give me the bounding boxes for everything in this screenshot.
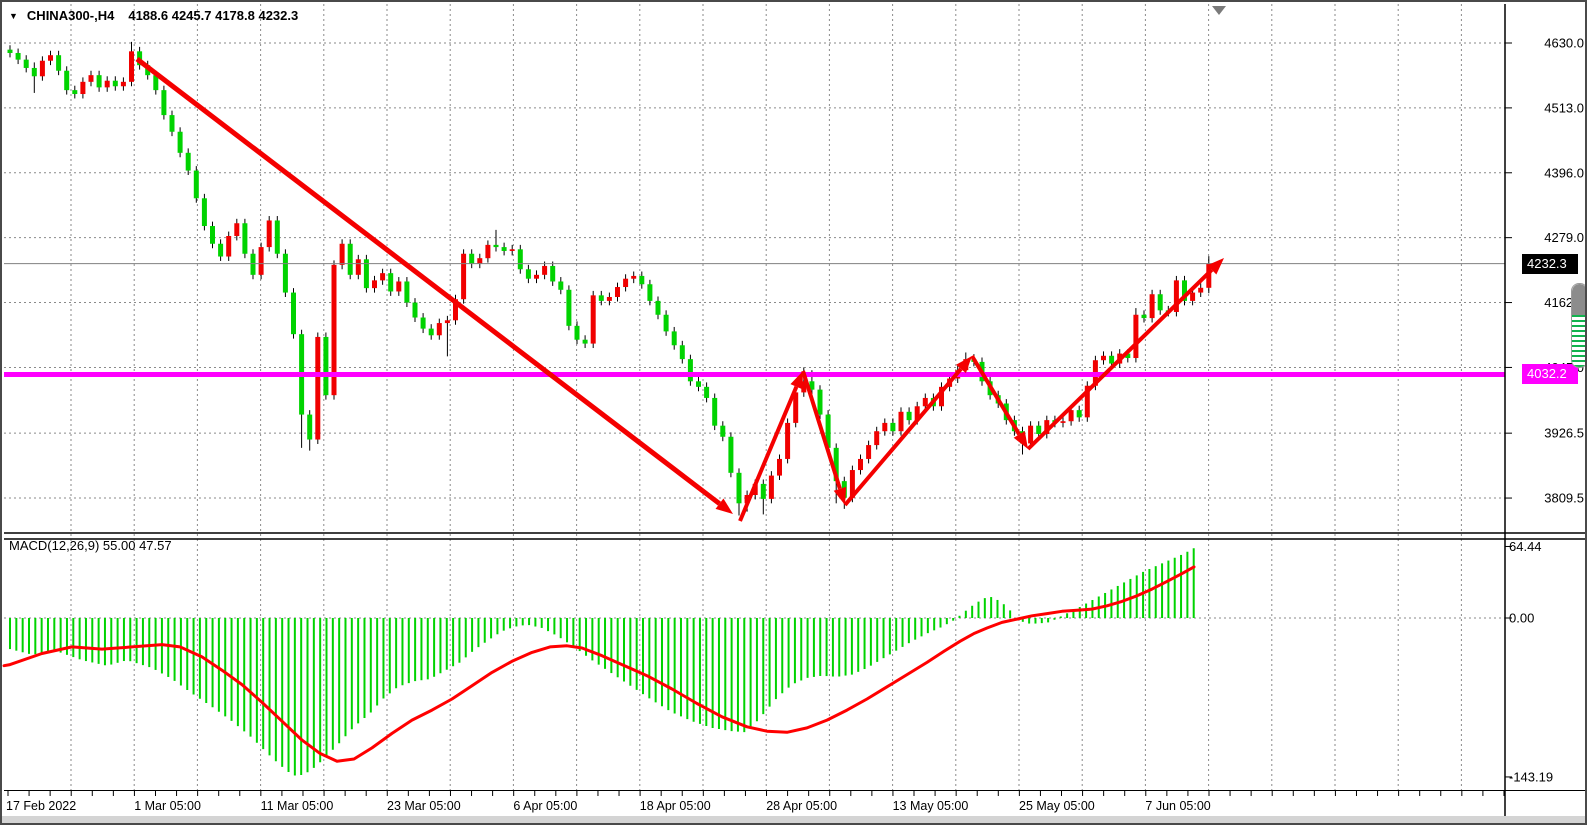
trend-arrowhead bbox=[715, 498, 733, 514]
trend-arrow-line bbox=[738, 385, 799, 522]
symbol-title: CHINA300-,H4 bbox=[26, 8, 115, 23]
time-axis-label: 17 Feb 2022 bbox=[6, 799, 76, 813]
macd-histogram bbox=[9, 548, 1195, 776]
price-axis-label: 3926.5 bbox=[1544, 426, 1584, 441]
price-axis-label: 3809.5 bbox=[1544, 491, 1584, 506]
trend-arrow-line bbox=[1026, 268, 1214, 451]
trend-arrow-line bbox=[970, 354, 1021, 436]
price-axis-label: 4396.0 bbox=[1544, 165, 1584, 180]
trend-arrow-line bbox=[135, 57, 722, 506]
macd-indicator-label: MACD(12,26,9) 55.00 47.57 bbox=[9, 538, 172, 553]
window-bottom-edge bbox=[2, 816, 1585, 823]
price-axis-label: 4279.0 bbox=[1544, 230, 1584, 245]
gridlines bbox=[4, 4, 1505, 790]
macd-axis-labels: 64.44 0.00 -143.19 bbox=[1509, 539, 1553, 784]
chart-shift-marker-icon[interactable] bbox=[1212, 6, 1226, 15]
macd-axis-label: 0.00 bbox=[1509, 611, 1534, 626]
time-axis-labels: 17 Feb 2022 1 Mar 05:00 11 Mar 05:00 23 Mar… bbox=[6, 799, 1211, 813]
time-axis-label: 25 May 05:00 bbox=[1019, 799, 1095, 813]
macd-axis-label: -143.19 bbox=[1509, 769, 1553, 784]
time-axis-label: 11 Mar 05:00 bbox=[261, 799, 334, 813]
time-axis-label: 18 Apr 05:00 bbox=[640, 799, 711, 813]
trend-arrows[interactable] bbox=[135, 57, 1224, 522]
time-axis-label: 1 Mar 05:00 bbox=[134, 799, 201, 813]
trend-arrowhead bbox=[1207, 258, 1224, 275]
symbol-dropdown-icon[interactable]: ▼ bbox=[9, 10, 18, 21]
trend-arrow-line bbox=[843, 367, 963, 507]
current-price-tag: 4232.3 bbox=[1522, 254, 1578, 274]
pane-borders bbox=[4, 4, 1585, 816]
price-axis-label: 4513.0 bbox=[1544, 100, 1584, 115]
symbol-header: ▼ CHINA300-,H4 4188.6 4245.7 4178.8 4232… bbox=[9, 8, 298, 23]
price-axis-label: 4630.0 bbox=[1544, 36, 1584, 51]
time-axis-label: 28 Apr 05:00 bbox=[766, 799, 837, 813]
hline-price-tag: 4032.2 bbox=[1522, 364, 1578, 384]
scrollbar-thumb-stripes bbox=[1572, 315, 1585, 367]
trend-arrowhead bbox=[956, 356, 972, 374]
scrollbar-thumb-grip bbox=[1572, 284, 1585, 315]
trend-arrowhead bbox=[833, 486, 847, 505]
scrollbar-thumb[interactable] bbox=[1571, 283, 1585, 368]
time-axis-label: 6 Apr 05:00 bbox=[513, 799, 577, 813]
quote-ohlc: 4188.6 4245.7 4178.8 4232.3 bbox=[128, 8, 299, 23]
trend-arrowhead bbox=[1013, 431, 1028, 449]
time-axis-label: 23 Mar 05:00 bbox=[387, 799, 461, 813]
time-axis-label: 7 Jun 05:00 bbox=[1145, 799, 1210, 813]
macd-axis-label: 64.44 bbox=[1509, 539, 1542, 554]
time-axis-label: 13 May 05:00 bbox=[893, 799, 969, 813]
trend-arrow-line bbox=[801, 370, 842, 490]
trend-arrowhead bbox=[790, 371, 803, 390]
axis-ticks bbox=[7, 42, 1512, 796]
macd-signal-line bbox=[2, 565, 1196, 763]
